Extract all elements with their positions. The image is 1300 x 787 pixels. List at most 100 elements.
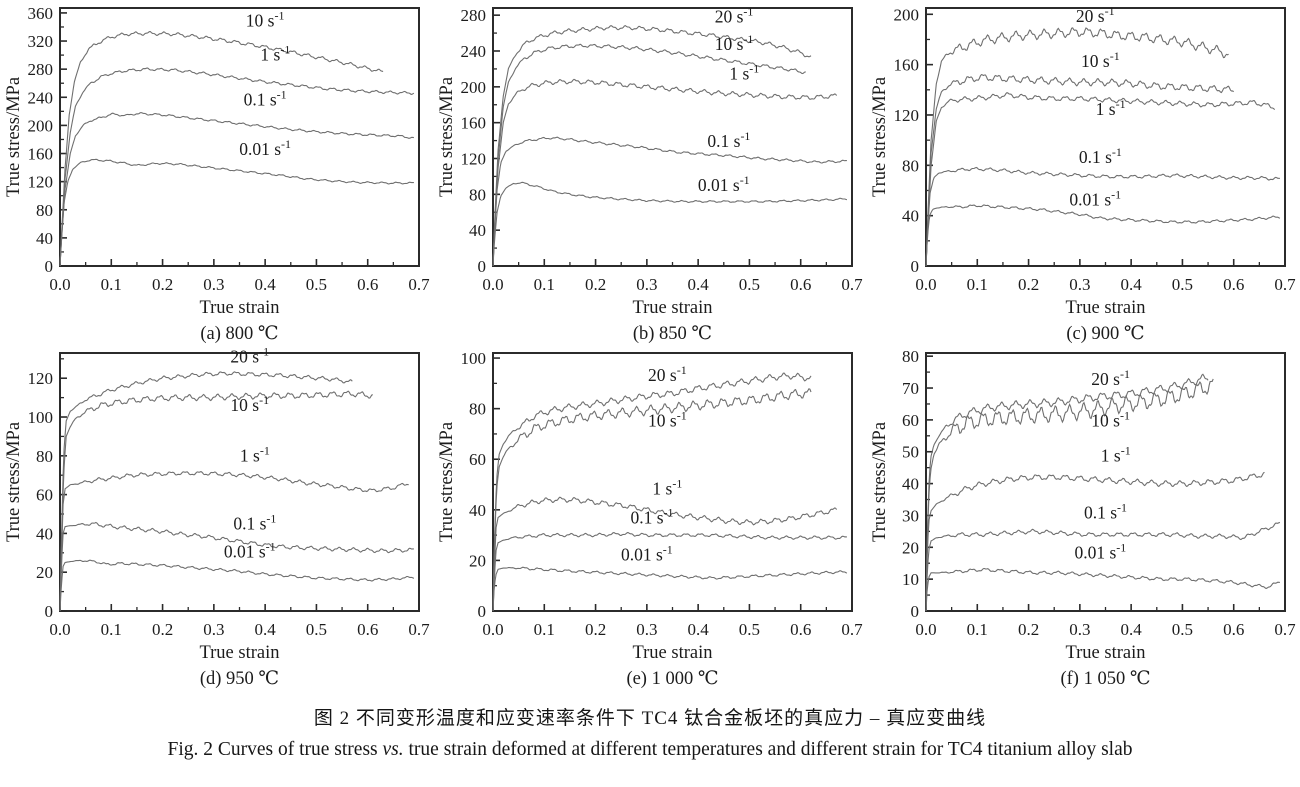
y-tick-label: 10 <box>902 570 919 589</box>
x-tick-label: 0.4 <box>1121 275 1143 294</box>
figure-captions: 图 2 不同变形温度和应变速率条件下 TC4 钛合金板坯的真应力 – 真应变曲线… <box>0 703 1300 761</box>
series-label: 0.1 s-1 <box>233 512 276 534</box>
x-tick-label: 0.1 <box>101 620 122 639</box>
caption-english: Fig. 2 Curves of true stress vs. true st… <box>0 739 1300 761</box>
curve-10s-1 <box>492 43 806 267</box>
y-tick-label: 0 <box>911 602 920 621</box>
x-tick-label: 0.2 <box>1018 620 1039 639</box>
panel-f: 0.0 0.1 0.2 0.3 0.4 0.5 0.6 0.7 0 10 20 30 40 50 60 70 8… <box>866 345 1300 690</box>
y-tick-label: 40 <box>902 207 919 226</box>
y-tick-label: 120 <box>894 106 920 125</box>
x-axis-label: True strain <box>200 298 280 318</box>
x-axis-label: True strain <box>633 298 713 318</box>
y-axis-label: True stress/MPa <box>4 77 24 197</box>
y-tick-label: 0 <box>478 602 487 621</box>
curve-10s-1 <box>925 378 1214 612</box>
curve-0.1s-1 <box>59 521 414 612</box>
series-label: 1 s-1 <box>1096 97 1126 119</box>
curve-1s-1 <box>59 471 409 612</box>
panel-label: (e) 1 000 ℃ <box>626 669 718 689</box>
series-label: 20 s-1 <box>1076 4 1115 26</box>
curve-20s-1 <box>925 373 1209 612</box>
y-tick-label: 0 <box>911 257 920 276</box>
chart-c: 0.0 0.1 0.2 0.3 0.4 0.5 0.6 0.7 0 40 80 120 160 200 Tr… <box>870 4 1296 344</box>
panel-c: 0.0 0.1 0.2 0.3 0.4 0.5 0.6 0.7 0 40 80 120 160 200 Tr… <box>866 0 1300 345</box>
x-tick-label: 0.5 <box>739 620 760 639</box>
curve-0.1s-1 <box>492 136 847 267</box>
x-axis-label: True strain <box>633 643 713 663</box>
curve-0.1s-1 <box>925 166 1280 267</box>
panel-e: 0.0 0.1 0.2 0.3 0.4 0.5 0.6 0.7 0 20 40 60 80 100 True… <box>433 345 866 690</box>
y-tick-label: 0 <box>478 257 487 276</box>
y-tick-label: 200 <box>461 78 487 97</box>
panel-label: (d) 950 ℃ <box>200 669 279 689</box>
series-label: 0.1 s-1 <box>244 88 287 110</box>
x-tick-label: 0.4 <box>688 620 710 639</box>
x-tick-label: 0.5 <box>306 620 327 639</box>
curve-0.01s-1 <box>492 181 848 267</box>
y-tick-label: 70 <box>902 379 919 398</box>
curve-10s-1 <box>492 388 812 612</box>
x-tick-label: 0.6 <box>357 275 378 294</box>
curve-1s-1 <box>925 91 1276 267</box>
x-tick-label: 0.4 <box>1121 620 1143 639</box>
chart-a: 0.0 0.1 0.2 0.3 0.4 0.5 0.6 0.7 0 40 80 120 160 200 24… <box>4 4 430 344</box>
y-tick-label: 120 <box>461 150 487 169</box>
plot-box <box>59 7 420 267</box>
series-label: 1 s-1 <box>729 62 759 84</box>
series-label: 0.01 s-1 <box>621 542 673 564</box>
y-tick-label: 40 <box>36 229 53 248</box>
plot-box <box>925 7 1286 267</box>
x-tick-label: 0.0 <box>915 275 936 294</box>
series-label: 0.01 s-1 <box>1074 540 1126 562</box>
x-tick-label: 0.0 <box>482 275 503 294</box>
y-tick-label: 0 <box>45 602 54 621</box>
curve-10s-1 <box>59 390 373 612</box>
y-tick-label: 160 <box>461 114 487 133</box>
y-tick-label: 200 <box>894 5 920 24</box>
curve-0.1s-1 <box>59 112 414 267</box>
y-tick-label: 80 <box>469 400 486 419</box>
curve-1s-1 <box>59 67 415 267</box>
y-tick-label: 80 <box>469 185 486 204</box>
y-tick-label: 40 <box>469 501 486 520</box>
y-tick-label: 80 <box>36 201 53 220</box>
curve-1s-1 <box>492 496 838 612</box>
y-tick-label: 360 <box>28 4 54 23</box>
y-tick-label: 60 <box>36 486 53 505</box>
panel-label: (f) 1 050 ℃ <box>1060 669 1150 689</box>
series-label: 1 s-1 <box>240 444 270 466</box>
x-tick-label: 0.7 <box>1274 275 1296 294</box>
x-tick-label: 0.0 <box>49 275 70 294</box>
y-tick-label: 120 <box>28 173 54 192</box>
y-tick-label: 0 <box>45 257 54 276</box>
panel-label: (c) 900 ℃ <box>1066 324 1144 344</box>
y-tick-label: 40 <box>36 524 53 543</box>
curve-10s-1 <box>925 73 1235 267</box>
x-tick-label: 0.7 <box>1274 620 1296 639</box>
series-label: 0.01 s-1 <box>224 540 276 562</box>
x-tick-label: 0.3 <box>1069 620 1090 639</box>
curve-0.01s-1 <box>59 158 414 267</box>
x-tick-label: 0.7 <box>408 620 430 639</box>
series-label: 0.01 s-1 <box>698 173 750 195</box>
curve-0.01s-1 <box>925 567 1280 612</box>
series-label: 0.1 s-1 <box>707 129 750 151</box>
x-tick-label: 0.0 <box>482 620 503 639</box>
x-tick-label: 0.6 <box>357 620 378 639</box>
series-label: 10 s-1 <box>648 408 687 430</box>
plots-grid: 0.0 0.1 0.2 0.3 0.4 0.5 0.6 0.7 0 40 80 120 160 200 24… <box>4 0 1300 690</box>
y-axis-label: True stress/MPa <box>4 422 24 542</box>
series-label: 10 s-1 <box>246 8 285 30</box>
series-label: 0.01 s-1 <box>1069 188 1121 210</box>
x-tick-label: 0.3 <box>636 620 657 639</box>
curve-0.01s-1 <box>925 204 1281 267</box>
x-tick-label: 0.3 <box>203 275 224 294</box>
series-label: 10 s-1 <box>1081 49 1120 71</box>
y-tick-label: 50 <box>902 443 919 462</box>
y-tick-label: 240 <box>28 88 54 107</box>
x-tick-label: 0.7 <box>841 620 863 639</box>
y-axis-label: True stress/MPa <box>870 77 890 197</box>
series-label: 0.1 s-1 <box>1084 501 1127 523</box>
plot-box <box>59 352 420 612</box>
